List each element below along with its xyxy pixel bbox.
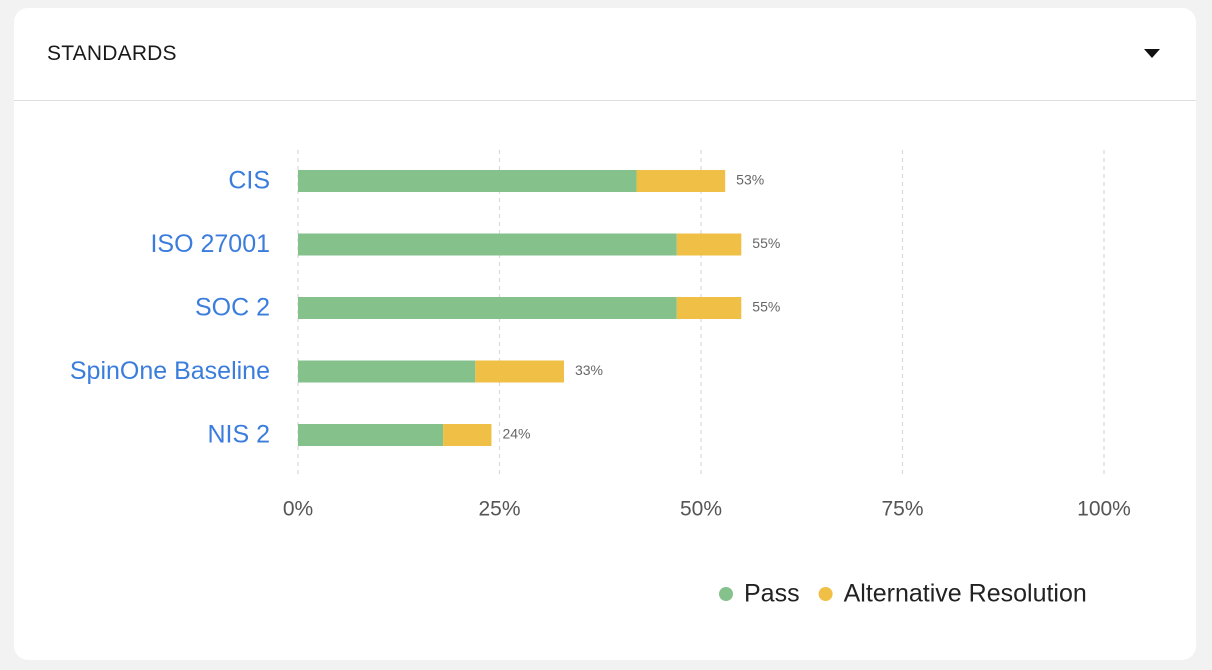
bar-alternative-resolution[interactable] [676, 297, 742, 319]
collapse-toggle-button[interactable] [1134, 38, 1170, 68]
bar-alternative-resolution[interactable] [475, 360, 564, 383]
category-label-link[interactable]: SpinOne Baseline [70, 357, 270, 385]
standards-card: STANDARDS 0% 25% 50% 75% 100% CIS 53% ISO 27001… [14, 8, 1196, 660]
card-header: STANDARDS [14, 8, 1196, 101]
x-tick-label: 0% [283, 498, 313, 521]
bar-total-label: 55% [752, 235, 780, 251]
legend-marker [818, 587, 833, 601]
bar-pass[interactable] [298, 233, 677, 256]
x-tick-label: 50% [680, 498, 722, 521]
bar-total-label: 55% [752, 299, 780, 315]
bar-total-label: 53% [736, 172, 764, 188]
category-label-link[interactable]: NIS 2 [207, 421, 270, 449]
standards-bar-chart: 0% 25% 50% 75% 100% CIS 53% ISO 27001 55% SOC 2 55… [70, 150, 1131, 608]
legend: Pass Alternative Resolution [719, 580, 1087, 608]
bar-pass[interactable] [298, 424, 444, 446]
x-tick-label: 75% [881, 498, 923, 521]
bar-alternative-resolution[interactable] [636, 170, 726, 192]
category-label-link[interactable]: CIS [228, 167, 270, 195]
bar-total-label: 33% [575, 362, 603, 378]
labels: 0% 25% 50% 75% 100% CIS 53% ISO 27001 55% SOC 2 55… [70, 167, 1131, 521]
bars [298, 170, 742, 446]
x-tick-label: 25% [478, 498, 520, 521]
legend-marker [719, 587, 733, 601]
bar-pass[interactable] [298, 360, 476, 383]
legend-label: Alternative Resolution [844, 580, 1087, 608]
bar-alternative-resolution[interactable] [443, 424, 492, 446]
x-tick-label: 100% [1077, 498, 1131, 521]
bar-alternative-resolution[interactable] [676, 233, 742, 256]
bar-pass[interactable] [298, 297, 677, 319]
category-label-link[interactable]: SOC 2 [195, 294, 270, 322]
caret-down-icon [1144, 49, 1160, 58]
legend-label: Pass [744, 580, 800, 608]
bar-total-label: 24% [502, 426, 530, 442]
category-label-link[interactable]: ISO 27001 [150, 230, 270, 258]
card-title: STANDARDS [47, 42, 177, 65]
bar-pass[interactable] [298, 170, 637, 192]
